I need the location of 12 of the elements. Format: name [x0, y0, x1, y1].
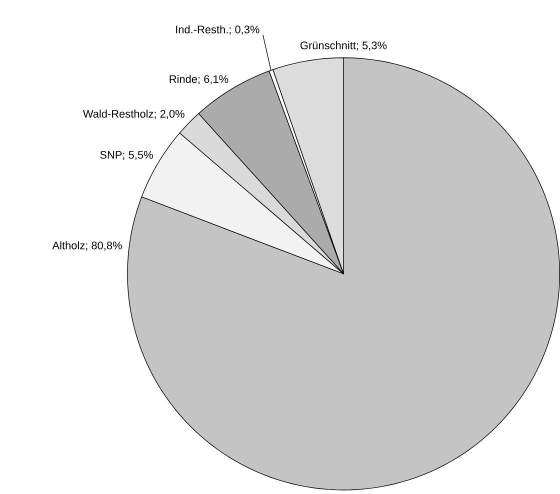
data-label: ; 5,3%	[356, 42, 387, 51]
slice-label: Rinde	[170, 74, 198, 84]
slice-label: Ind.-Resth.	[176, 25, 228, 34]
data-label: ; 80,8%	[86, 242, 122, 251]
slice-label: Altholz	[52, 241, 85, 250]
slice-label: SNP	[100, 150, 122, 159]
slice-label: Grünschnitt	[300, 41, 356, 50]
data-label: ; 6,1%	[198, 75, 228, 84]
slice-label: Wald-Restholz	[82, 110, 154, 118]
data-label: ; 2,0%	[154, 110, 184, 120]
data-label: ; 5,5%	[123, 151, 153, 160]
data-label: ; 0,3%	[230, 26, 260, 35]
